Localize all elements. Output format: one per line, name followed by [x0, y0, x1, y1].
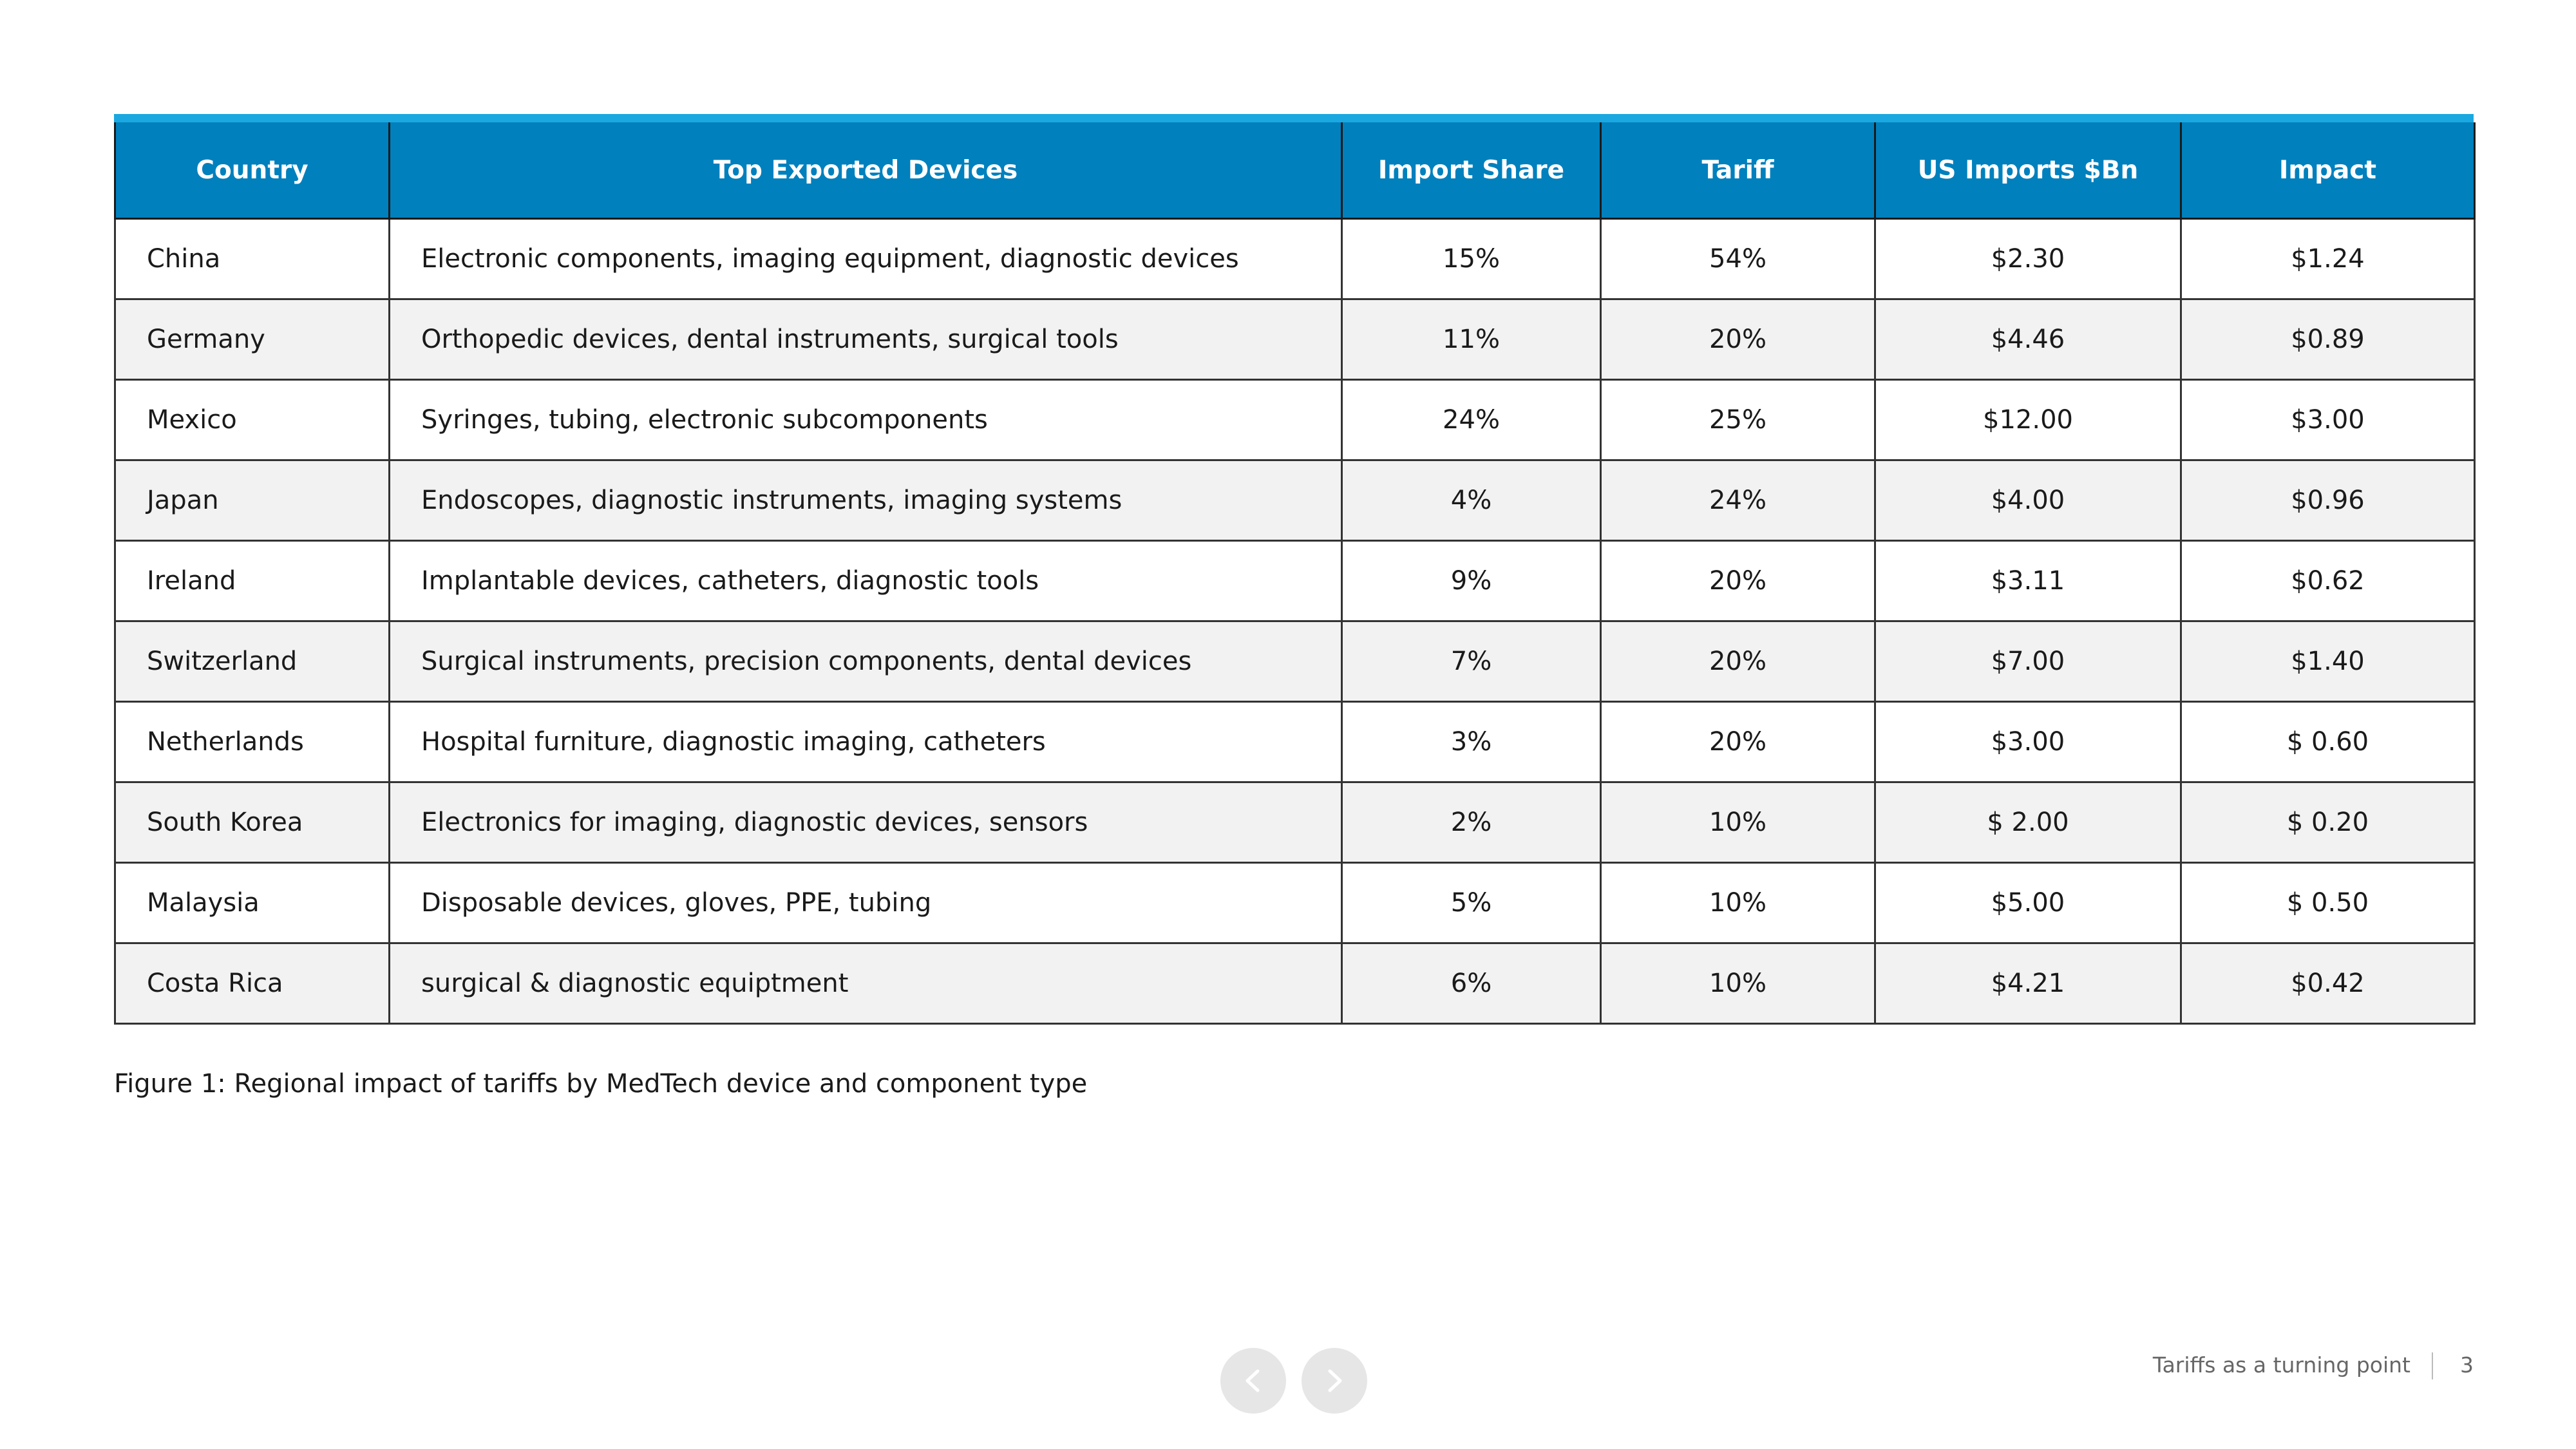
table-cell: China — [114, 218, 390, 300]
table-cell: Mexico — [114, 379, 390, 461]
header-cell: US Imports $Bn — [1874, 122, 2182, 220]
next-button[interactable] — [1302, 1348, 1367, 1414]
table-cell: Japan — [114, 459, 390, 542]
table-cell: 15% — [1341, 218, 1602, 300]
table-cell: Endoscopes, diagnostic instruments, imag… — [388, 459, 1343, 542]
table-cell: Surgical instruments, precision componen… — [388, 620, 1343, 703]
table-cell: 20% — [1600, 298, 1876, 381]
table-cell: 24% — [1600, 459, 1876, 542]
table-row: Switzerland Surgical instruments, precisi… — [114, 620, 2476, 703]
page-number: 3 — [2460, 1352, 2474, 1378]
header-cell: Impact — [2180, 122, 2476, 220]
table-row: Germany Orthopedic devices, dental instru… — [114, 298, 2476, 381]
table-row: Mexico Syringes, tubing, electronic subco… — [114, 379, 2476, 461]
header-cell: Top Exported Devices — [388, 122, 1343, 220]
table-cell: 11% — [1341, 298, 1602, 381]
table-cell: Syringes, tubing, electronic subcomponen… — [388, 379, 1343, 461]
header-cell: Import Share — [1341, 122, 1602, 220]
table-cell: $0.96 — [2180, 459, 2476, 542]
table-row: South Korea Electronics for imaging, diag… — [114, 781, 2476, 864]
table-cell: 10% — [1600, 942, 1876, 1025]
data-table: Country Top Exported Devices Import Share T… — [114, 122, 2476, 1025]
table-cell: Costa Rica — [114, 942, 390, 1025]
table-cell: 54% — [1600, 218, 1876, 300]
table-cell: 2% — [1341, 781, 1602, 864]
table-cell: Malaysia — [114, 862, 390, 944]
table-cell: $ 0.20 — [2180, 781, 2476, 864]
header-cell: Country — [114, 122, 390, 220]
table-row: China Electronic components, imaging equi… — [114, 218, 2476, 300]
table-cell: Implantable devices, catheters, diagnost… — [388, 540, 1343, 622]
table-cell: $0.62 — [2180, 540, 2476, 622]
table-cell: Electronics for imaging, diagnostic devi… — [388, 781, 1343, 864]
table-cell: $1.40 — [2180, 620, 2476, 703]
table-cell: $1.24 — [2180, 218, 2476, 300]
table-cell: $3.00 — [1874, 701, 2182, 783]
table-cell: 25% — [1600, 379, 1876, 461]
table-cell: $ 0.60 — [2180, 701, 2476, 783]
table-cell: Switzerland — [114, 620, 390, 703]
table-cell: 20% — [1600, 701, 1876, 783]
table-cell: $5.00 — [1874, 862, 2182, 944]
table-cell: 20% — [1600, 620, 1876, 703]
table-body: China Electronic components, imaging equi… — [114, 218, 2476, 1025]
table-cell: Ireland — [114, 540, 390, 622]
prev-icon — [1245, 1369, 1260, 1392]
table-row: Ireland Implantable devices, catheters, d… — [114, 540, 2476, 622]
table-cell: $4.46 — [1874, 298, 2182, 381]
caption: Figure 1: Regional impact of tariffs by … — [114, 1069, 1088, 1099]
table-cell: $0.42 — [2180, 942, 2476, 1025]
table-cell: Netherlands — [114, 701, 390, 783]
table-cell: $3.11 — [1874, 540, 2182, 622]
table-cell: Electronic components, imaging equipment… — [388, 218, 1343, 300]
table-cell: 3% — [1341, 701, 1602, 783]
table-cell: South Korea — [114, 781, 390, 864]
table-cell: $2.30 — [1874, 218, 2182, 300]
table-cell: Orthopedic devices, dental instruments, … — [388, 298, 1343, 381]
table-row: Netherlands Hospital furniture, diagnosti… — [114, 701, 2476, 783]
table-cell: $12.00 — [1874, 379, 2182, 461]
footer-title: Tariffs as a turning point — [2152, 1352, 2410, 1378]
table-cell: Hospital furniture, diagnostic imaging, … — [388, 701, 1343, 783]
table-cell: Germany — [114, 298, 390, 381]
table-row: Costa Rica surgical & diagnostic equiptme… — [114, 942, 2476, 1025]
table-cell: $0.89 — [2180, 298, 2476, 381]
table-cell: 24% — [1341, 379, 1602, 461]
table-cell: $7.00 — [1874, 620, 2182, 703]
table-cell: $ 0.50 — [2180, 862, 2476, 944]
table-row: Japan Endoscopes, diagnostic instruments,… — [114, 459, 2476, 542]
table-cell: 5% — [1341, 862, 1602, 944]
footer-separator — [2432, 1352, 2433, 1379]
table-cell: 6% — [1341, 942, 1602, 1025]
table-cell: 10% — [1600, 862, 1876, 944]
table-cell: surgical & diagnostic equiptment — [388, 942, 1343, 1025]
table-cell: Disposable devices, gloves, PPE, tubing — [388, 862, 1343, 944]
table-cell: $4.00 — [1874, 459, 2182, 542]
table-cell: $3.00 — [2180, 379, 2476, 461]
table-accent — [114, 114, 2474, 122]
table-cell: $4.21 — [1874, 942, 2182, 1025]
header-cell: Tariff — [1600, 122, 1876, 220]
header-row: Country Top Exported Devices Import Share T… — [114, 122, 2476, 220]
table-row: Malaysia Disposable devices, gloves, PPE,… — [114, 862, 2476, 944]
table-cell: $ 2.00 — [1874, 781, 2182, 864]
table-cell: 20% — [1600, 540, 1876, 622]
table-cell: 10% — [1600, 781, 1876, 864]
prev-button[interactable] — [1220, 1348, 1286, 1414]
next-icon — [1328, 1369, 1342, 1392]
table-cell: 9% — [1341, 540, 1602, 622]
table-cell: 4% — [1341, 459, 1602, 542]
table-cell: 7% — [1341, 620, 1602, 703]
